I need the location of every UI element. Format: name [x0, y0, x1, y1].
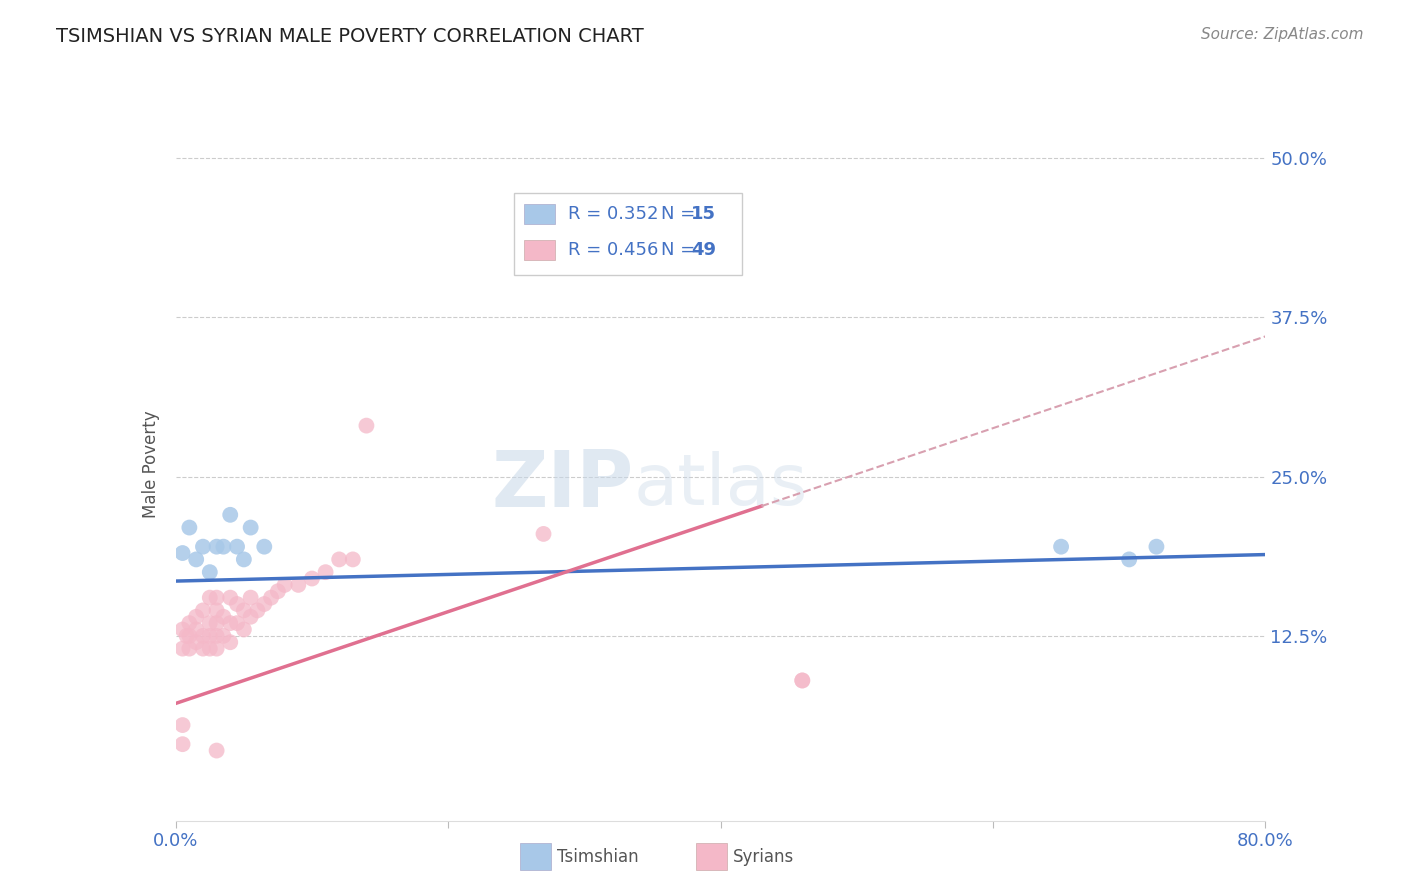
- Y-axis label: Male Poverty: Male Poverty: [142, 410, 160, 517]
- Point: [232, 552, 254, 566]
- Point: [179, 616, 201, 631]
- Point: [239, 609, 262, 624]
- Point: [301, 572, 323, 586]
- Text: N =: N =: [661, 205, 700, 223]
- Point: [205, 540, 228, 554]
- Point: [198, 565, 221, 579]
- Point: [205, 641, 228, 656]
- Text: Source: ZipAtlas.com: Source: ZipAtlas.com: [1201, 27, 1364, 42]
- Point: [186, 635, 208, 649]
- Point: [179, 641, 201, 656]
- FancyBboxPatch shape: [524, 240, 555, 260]
- Text: R = 0.352: R = 0.352: [568, 205, 658, 223]
- Point: [246, 603, 269, 617]
- Point: [315, 565, 337, 579]
- Point: [274, 578, 297, 592]
- Point: [205, 591, 228, 605]
- Point: [205, 743, 228, 757]
- Text: atlas: atlas: [633, 450, 808, 520]
- Point: [186, 552, 208, 566]
- Point: [792, 673, 814, 688]
- Point: [253, 597, 276, 611]
- Point: [212, 609, 235, 624]
- Point: [179, 629, 201, 643]
- Point: [198, 591, 221, 605]
- Point: [198, 641, 221, 656]
- Point: [212, 629, 235, 643]
- Point: [342, 552, 364, 566]
- Point: [232, 623, 254, 637]
- Point: [219, 508, 242, 522]
- Point: [212, 540, 235, 554]
- Text: Syrians: Syrians: [733, 848, 794, 866]
- Text: 49: 49: [692, 241, 716, 259]
- Point: [267, 584, 290, 599]
- Point: [179, 520, 201, 534]
- Point: [219, 616, 242, 631]
- Point: [172, 546, 194, 560]
- Point: [219, 591, 242, 605]
- Text: ZIP: ZIP: [491, 447, 633, 524]
- Point: [226, 597, 249, 611]
- Text: TSIMSHIAN VS SYRIAN MALE POVERTY CORRELATION CHART: TSIMSHIAN VS SYRIAN MALE POVERTY CORRELA…: [56, 27, 644, 45]
- Point: [186, 609, 208, 624]
- Point: [356, 418, 378, 433]
- Point: [219, 635, 242, 649]
- Point: [328, 552, 350, 566]
- Point: [172, 737, 194, 751]
- Point: [191, 629, 214, 643]
- Text: N =: N =: [661, 241, 700, 259]
- Point: [239, 591, 262, 605]
- Point: [191, 540, 214, 554]
- Point: [239, 520, 262, 534]
- FancyBboxPatch shape: [513, 193, 742, 275]
- Point: [792, 673, 814, 688]
- Point: [205, 616, 228, 631]
- Point: [260, 591, 283, 605]
- Text: R = 0.456: R = 0.456: [568, 241, 658, 259]
- Point: [1118, 552, 1140, 566]
- Point: [198, 616, 221, 631]
- Point: [1144, 540, 1167, 554]
- Point: [287, 578, 309, 592]
- Point: [232, 603, 254, 617]
- Point: [172, 641, 194, 656]
- Point: [176, 629, 198, 643]
- Point: [186, 623, 208, 637]
- Point: [226, 540, 249, 554]
- Text: 15: 15: [692, 205, 716, 223]
- Point: [198, 629, 221, 643]
- Point: [253, 540, 276, 554]
- Point: [226, 616, 249, 631]
- Point: [205, 603, 228, 617]
- Point: [172, 623, 194, 637]
- Point: [533, 527, 555, 541]
- Point: [172, 718, 194, 732]
- Point: [1050, 540, 1073, 554]
- Text: Tsimshian: Tsimshian: [557, 848, 638, 866]
- FancyBboxPatch shape: [524, 204, 555, 224]
- Point: [191, 641, 214, 656]
- Point: [205, 629, 228, 643]
- Point: [191, 603, 214, 617]
